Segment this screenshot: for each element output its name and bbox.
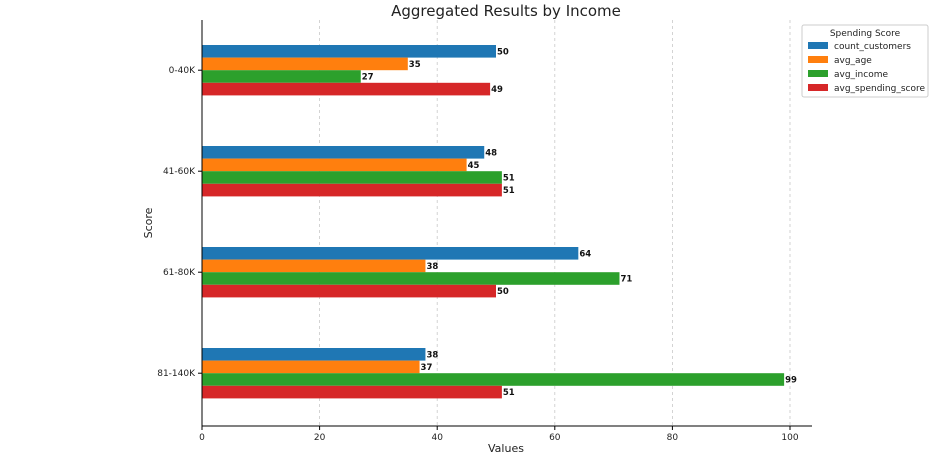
legend-swatch-avg_income bbox=[808, 70, 828, 77]
data-label: 35 bbox=[409, 60, 421, 70]
legend-label: avg_spending_score bbox=[834, 84, 925, 94]
bar-avg_income bbox=[202, 272, 620, 285]
bar-avg_age bbox=[202, 57, 408, 71]
bar-avg_spending_score bbox=[202, 385, 502, 399]
bar-avg_spending_score bbox=[202, 284, 496, 298]
data-label: 99 bbox=[785, 376, 797, 386]
legend-swatch-count_customers bbox=[808, 42, 828, 49]
legend-swatch-avg_spending_score bbox=[808, 84, 828, 91]
y-axis-label: Score bbox=[142, 207, 155, 238]
data-label: 49 bbox=[491, 85, 503, 95]
y-tick-label: 61-80K bbox=[163, 268, 196, 278]
data-label: 37 bbox=[421, 363, 433, 373]
bar-avg_income bbox=[202, 373, 785, 386]
bars bbox=[202, 45, 785, 399]
legend-swatch-avg_age bbox=[808, 56, 828, 63]
data-labels: 50 35 27 49 48 45 51 51 64 38 71 50 38 37 99 51 bbox=[362, 47, 797, 398]
legend-frame bbox=[801, 24, 929, 98]
data-label: 51 bbox=[503, 174, 515, 184]
bar-count_customers bbox=[202, 348, 426, 361]
bar-avg_age bbox=[202, 259, 426, 273]
axes bbox=[201, 20, 812, 427]
x-tick-label: 100 bbox=[781, 433, 798, 443]
data-label: 45 bbox=[468, 161, 480, 171]
legend-label: count_customers bbox=[834, 42, 911, 52]
bar-avg_income bbox=[202, 70, 361, 83]
data-label: 64 bbox=[579, 249, 591, 259]
bar-count_customers bbox=[202, 45, 496, 58]
data-label: 51 bbox=[503, 388, 515, 398]
bar-avg_spending_score bbox=[202, 183, 502, 197]
bar-avg_income bbox=[202, 171, 502, 184]
bar-avg_age bbox=[202, 360, 420, 374]
data-label: 51 bbox=[503, 186, 515, 196]
bar-count_customers bbox=[202, 247, 579, 260]
data-label: 38 bbox=[426, 350, 438, 360]
x-tick-label: 80 bbox=[667, 433, 679, 443]
chart-title: Aggregated Results by Income bbox=[391, 2, 621, 20]
x-tick-label: 40 bbox=[431, 433, 443, 443]
data-label: 48 bbox=[485, 148, 497, 158]
y-ticks: 0-40K 41-60K 61-80K 81-140K bbox=[157, 66, 202, 379]
x-tick-label: 20 bbox=[314, 433, 326, 443]
data-label: 27 bbox=[362, 73, 374, 83]
bar-count_customers bbox=[202, 146, 485, 159]
data-label: 50 bbox=[497, 47, 509, 57]
legend-title: Spending Score bbox=[830, 29, 901, 39]
x-axis-label: Values bbox=[488, 442, 524, 455]
y-tick-label: 41-60K bbox=[163, 167, 196, 177]
x-tick-label: 0 bbox=[199, 433, 205, 443]
legend-label: avg_age bbox=[834, 56, 872, 66]
x-tick-label: 60 bbox=[549, 433, 561, 443]
data-label: 38 bbox=[426, 262, 438, 272]
bar-avg_spending_score bbox=[202, 82, 491, 96]
bar-avg_age bbox=[202, 158, 467, 172]
data-label: 71 bbox=[620, 275, 632, 285]
y-tick-label: 81-140K bbox=[157, 369, 196, 379]
legend-label: avg_income bbox=[834, 70, 888, 80]
x-ticks: 0 20 40 60 80 100 bbox=[199, 426, 799, 443]
legend: Spending Score count_customers avg_ageavg… bbox=[801, 24, 929, 98]
y-tick-label: 0-40K bbox=[169, 66, 196, 76]
legend-items: count_customers avg_age avg_income avg_spen… bbox=[808, 42, 925, 94]
data-label: 50 bbox=[497, 287, 509, 297]
